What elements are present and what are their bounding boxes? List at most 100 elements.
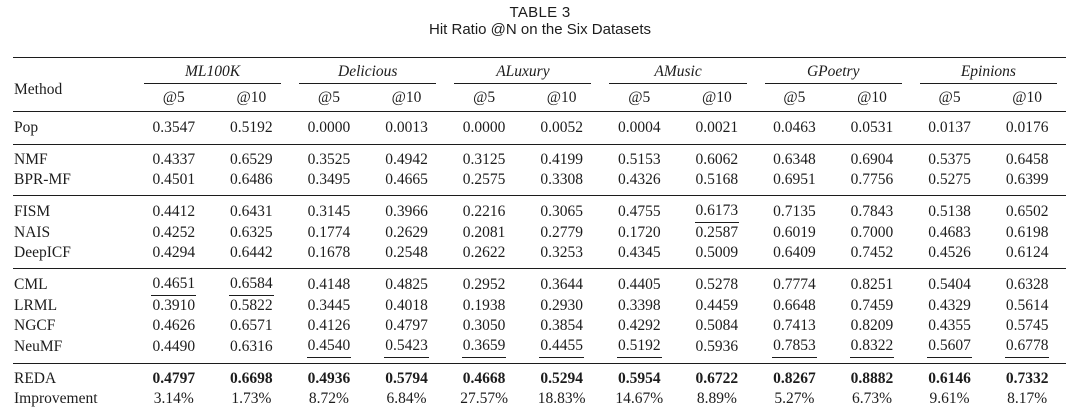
metric-value: 0.5153 [617, 151, 661, 168]
value-cell: 0.3854 [523, 316, 601, 336]
table-row-bpr-mf: BPR-MF 0.4501 0.6486 0.3495 0.4665 0.2575 0.33… [13, 170, 1066, 196]
value-cell: 0.4405 [600, 269, 678, 297]
metric-value: 0.5375 [928, 151, 971, 168]
value-cell: 0.3398 [600, 296, 678, 316]
value-cell: 3.14% [135, 389, 213, 418]
table-row-nais: NAIS 0.4252 0.6325 0.1774 0.2629 0.2081 0.2779… [13, 223, 1066, 243]
value-cell: 0.0052 [523, 112, 601, 145]
value-cell: 0.4797 [135, 364, 213, 390]
metric-value: 0.2622 [462, 244, 506, 261]
second-best-value: 0.5607 [927, 336, 972, 358]
value-cell: 0.6328 [988, 269, 1066, 297]
metric-value: 0.6325 [230, 224, 273, 241]
value-cell: 0.5375 [911, 145, 989, 171]
value-cell: 0.6062 [678, 145, 756, 171]
results-table: Method ML100K Delicious ALuxury AMusic GPoetr… [13, 57, 1066, 418]
metric-value: 0.5168 [695, 171, 739, 188]
value-cell: 0.7774 [756, 269, 834, 297]
metric-value: 0.7452 [850, 244, 894, 261]
metric-value: 0.6328 [1005, 276, 1049, 293]
method-name: LRML [14, 297, 58, 314]
metric-value: 0.6316 [230, 338, 273, 355]
metric-value: 0.4797 [385, 317, 428, 334]
value-cell: 0.0000 [445, 112, 523, 145]
metric-value: 0.1720 [617, 224, 661, 241]
best-value: 0.8267 [773, 370, 816, 387]
value-cell: 0.3445 [290, 296, 368, 316]
table-row-nmf: NMF 0.4337 0.6529 0.3525 0.4942 0.3125 0.4199 0… [13, 145, 1066, 171]
value-cell: 0.1678 [290, 243, 368, 269]
value-cell: 0.4683 [911, 223, 989, 243]
metric-value: 0.7413 [773, 317, 816, 334]
value-cell: 0.6442 [213, 243, 291, 269]
value-cell: 0.1720 [600, 223, 678, 243]
table-header: Method ML100K Delicious ALuxury AMusic GPoetr… [13, 57, 1066, 112]
metric-value: 0.1938 [462, 297, 506, 314]
metric-header--5: @5 [628, 88, 651, 106]
value-cell: 0.4651 [135, 269, 213, 296]
dataset-name: AMusic [609, 63, 747, 84]
value-cell: 0.4148 [290, 269, 368, 297]
metric-value: 0.5745 [1005, 317, 1049, 334]
method-column-header: Method [14, 81, 63, 98]
metric-value: 0.6431 [230, 203, 273, 220]
metric-value: 0.0000 [307, 119, 351, 136]
dataset-header-amusic: AMusic [600, 58, 755, 84]
value-cell: 8.72% [290, 389, 368, 418]
metric-value: 0.2779 [540, 224, 583, 241]
value-cell: 0.6648 [756, 296, 834, 316]
metric-value: 0.6502 [1005, 203, 1049, 220]
value-cell: 0.5423 [368, 336, 446, 364]
metric-value: 0.4405 [617, 276, 661, 293]
value-cell: 5.27% [756, 389, 834, 418]
metric-value: 0.2629 [385, 224, 428, 241]
metric-value: 0.3253 [540, 244, 583, 261]
best-value: 0.4797 [152, 370, 196, 387]
value-cell: 0.6173 [678, 196, 756, 223]
metric-value: 0.4018 [385, 297, 428, 314]
metric-value: 0.4526 [928, 244, 971, 261]
metric-value: 0.4665 [385, 171, 428, 188]
value-cell: 0.3145 [290, 196, 368, 224]
value-cell: 0.4665 [368, 170, 446, 196]
metric-value: 0.3398 [617, 297, 661, 314]
value-cell: 18.83% [523, 389, 601, 418]
value-cell: 0.3253 [523, 243, 601, 269]
value-cell: 0.6431 [213, 196, 291, 224]
metric-header--10: @10 [546, 88, 577, 106]
value-cell: 0.7756 [833, 170, 911, 196]
value-cell: 0.4412 [135, 196, 213, 224]
metric-value: 0.4626 [152, 317, 196, 334]
method-group-reda: REDA 0.4797 0.6698 0.4936 0.5794 0.4668 0.5294… [13, 363, 1066, 418]
method-group-metric-learning: CML 0.4651 0.6584 0.4148 0.4825 0.2952 0.3644 0… [13, 268, 1066, 364]
metric-header--10: @10 [857, 88, 887, 106]
metric-value: 0.6486 [230, 171, 273, 188]
best-value: 0.6722 [695, 370, 739, 387]
method-name: DeepICF [14, 244, 71, 261]
value-cell: 27.57% [445, 389, 523, 418]
metric-value: 0.4459 [695, 297, 739, 314]
metric-value: 0.4329 [928, 297, 971, 314]
metric-value: 0.5278 [695, 276, 739, 293]
table-row-fism: FISM 0.4412 0.6431 0.3145 0.3966 0.2216 0.3065… [13, 196, 1066, 224]
metric-value: 3.14% [153, 390, 194, 407]
value-cell: 0.4018 [368, 296, 446, 316]
method-group-mf: NMF 0.4337 0.6529 0.3525 0.4942 0.3125 0.4199 0… [13, 144, 1066, 196]
metric-value: 0.5138 [928, 203, 971, 220]
metric-value: 0.3125 [462, 151, 506, 168]
value-cell: 0.4337 [135, 145, 213, 171]
dataset-name: ML100K [144, 63, 282, 84]
value-cell: 0.0463 [756, 112, 834, 145]
metric-value: 18.83% [537, 390, 586, 407]
table-title: TABLE 3 [509, 4, 571, 21]
value-cell: 0.1938 [445, 296, 523, 316]
dataset-name: ALuxury [454, 63, 592, 84]
metric-value: 0.0004 [617, 119, 661, 136]
method-group-item-cf: FISM 0.4412 0.6431 0.3145 0.3966 0.2216 0.3065… [13, 195, 1066, 269]
metric-value: 0.6571 [230, 317, 273, 334]
metric-header--5: @5 [783, 88, 806, 106]
metric-value: 6.84% [386, 390, 427, 407]
value-cell: 0.2629 [368, 223, 446, 243]
metric-value: 0.3644 [540, 276, 583, 293]
metric-value: 0.2548 [385, 244, 428, 261]
